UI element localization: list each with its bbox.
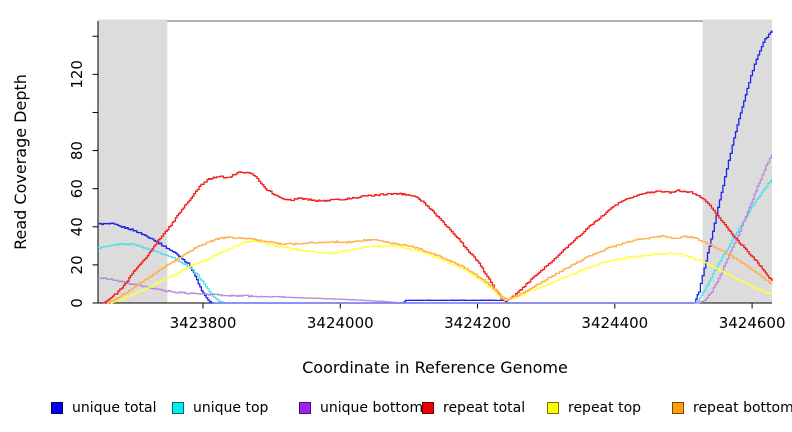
series-line-unique-bottom	[98, 154, 772, 304]
legend-label: unique top	[193, 400, 269, 416]
legend-label: repeat top	[568, 400, 642, 416]
legend-item-unique-bottom: unique bottom	[299, 398, 423, 418]
y-tick-label: 60	[68, 179, 86, 198]
legend-swatch	[547, 402, 559, 414]
x-tick-label: 3424600	[719, 314, 786, 332]
y-axis-title: Read Coverage Depth	[11, 74, 30, 250]
x-tick-label: 3423800	[170, 314, 237, 332]
series-line-repeat-total	[103, 171, 773, 304]
legend-label: unique bottom	[320, 400, 424, 416]
y-tick-label: 40	[68, 217, 86, 236]
legend-label: repeat total	[443, 400, 526, 416]
x-tick-label: 3424400	[581, 314, 648, 332]
legend-item-unique-total: unique total	[51, 398, 156, 418]
legend-swatch	[672, 402, 684, 414]
series-lines	[98, 30, 773, 304]
y-tick-label: 0	[68, 298, 86, 308]
legend-item-unique-top: unique top	[172, 398, 268, 418]
legend: unique total unique top unique bottom repea…	[0, 398, 792, 422]
y-tick-label: 20	[68, 255, 86, 274]
legend-item-repeat-bottom: repeat bottom	[672, 398, 792, 418]
shaded-region	[702, 19, 772, 303]
series-line-unique-total	[98, 30, 773, 304]
legend-item-repeat-total: repeat total	[422, 398, 525, 418]
shaded-region	[98, 19, 168, 303]
tick-labels: 3423800 3424000 3424200 3424400 3424600 0 20 40…	[68, 60, 786, 332]
legend-label: repeat bottom	[693, 400, 792, 416]
x-tick-label: 3424200	[444, 314, 511, 332]
legend-label: unique total	[72, 400, 157, 416]
legend-swatch	[422, 402, 434, 414]
legend-item-repeat-top: repeat top	[547, 398, 641, 418]
legend-swatch	[299, 402, 311, 414]
y-tick-label: 80	[68, 141, 86, 160]
shaded-regions	[98, 19, 772, 303]
series-line-repeat-bottom	[106, 234, 773, 304]
x-tick-label: 3424000	[307, 314, 374, 332]
y-tick-label: 120	[68, 60, 86, 89]
legend-swatch	[172, 402, 184, 414]
legend-swatch	[51, 402, 63, 414]
x-axis-title: Coordinate in Reference Genome	[302, 358, 568, 377]
series-line-repeat-top	[110, 240, 773, 304]
